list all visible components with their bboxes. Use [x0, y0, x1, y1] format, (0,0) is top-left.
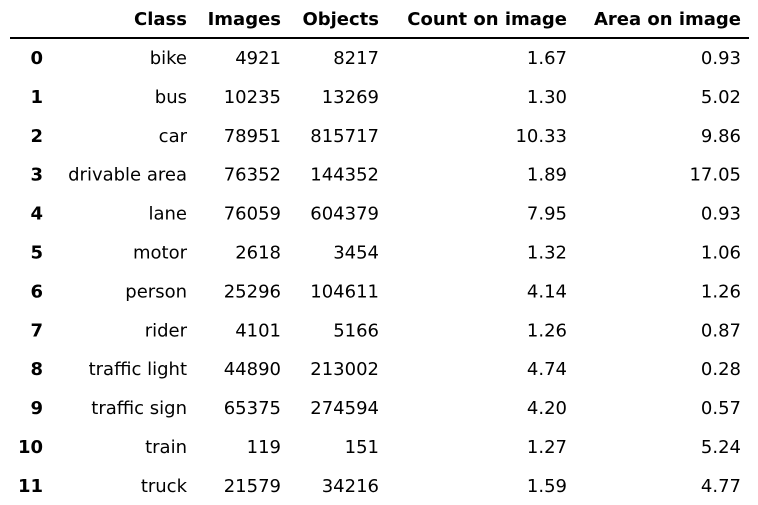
table-row: 1 bus 10235 13269 1.30 5.02 — [30, 87, 741, 108]
table-cell: bus — [155, 87, 187, 108]
table-row: 4 lane 76059 604379 7.95 0.93 — [30, 204, 741, 225]
table-cell: car — [159, 126, 188, 147]
table-row: 2 car 78951 815717 10.33 9.86 — [30, 126, 741, 147]
table-cell: 5.24 — [701, 437, 741, 458]
row-index: 1 — [30, 87, 43, 108]
table-cell: 0.93 — [701, 204, 741, 225]
table-cell: 4101 — [235, 320, 281, 341]
table-cell: 104611 — [310, 281, 379, 302]
table-row: 8 traffic light 44890 213002 4.74 0.28 — [30, 359, 741, 380]
table-cell: 7.95 — [527, 204, 567, 225]
row-index: 5 — [30, 243, 43, 264]
table-cell: 1.89 — [527, 165, 567, 186]
table-cell: truck — [141, 476, 188, 497]
table-cell: 119 — [247, 437, 281, 458]
table-cell: 25296 — [224, 281, 281, 302]
table-cell: 76352 — [224, 165, 281, 186]
table-cell: 4.77 — [701, 476, 741, 497]
table-cell: 2618 — [235, 243, 281, 264]
table-cell: 3454 — [333, 243, 379, 264]
row-index: 7 — [30, 320, 43, 341]
table-row: 5 motor 2618 3454 1.32 1.06 — [30, 243, 741, 264]
table-cell: 604379 — [310, 204, 379, 225]
table-row: 9 traffic sign 65375 274594 4.20 0.57 — [30, 398, 741, 419]
table-cell: rider — [145, 320, 188, 341]
table-cell: 8217 — [333, 48, 379, 69]
table-cell: 13269 — [322, 87, 379, 108]
table-cell: 1.26 — [527, 320, 567, 341]
row-index: 2 — [30, 126, 43, 147]
table-cell: 78951 — [224, 126, 281, 147]
table-cell: traffic sign — [91, 398, 187, 419]
table-cell: 5.02 — [701, 87, 741, 108]
table-cell: 274594 — [310, 398, 379, 419]
table-cell: person — [125, 281, 187, 302]
table-cell: train — [145, 437, 187, 458]
row-index: 9 — [30, 398, 43, 419]
column-header: Count on image — [407, 9, 567, 30]
table-cell: 0.87 — [701, 320, 741, 341]
table-cell: 65375 — [224, 398, 281, 419]
row-index: 6 — [30, 281, 43, 302]
column-header: Area on image — [594, 9, 741, 30]
table-cell: drivable area — [68, 165, 187, 186]
table-cell: 144352 — [310, 165, 379, 186]
table-cell: lane — [148, 204, 187, 225]
table-cell: 1.26 — [701, 281, 741, 302]
row-index: 0 — [30, 48, 43, 69]
column-header: Objects — [302, 9, 379, 30]
table-cell: 1.59 — [527, 476, 567, 497]
table-body: 0 bike 4921 8217 1.67 0.931 bus 10235 13269 1.30 5… — [18, 48, 741, 497]
table-cell: 34216 — [322, 476, 379, 497]
table-row: 6 person 25296 104611 4.14 1.26 — [30, 281, 741, 302]
row-index: 4 — [30, 204, 43, 225]
table-cell: 815717 — [310, 126, 379, 147]
table-cell: 4.74 — [527, 359, 567, 380]
table-cell: 0.93 — [701, 48, 741, 69]
table-cell: 9.86 — [701, 126, 741, 147]
column-header: Class — [134, 9, 187, 30]
row-index: 10 — [18, 437, 43, 458]
table-row: 3 drivable area 76352 144352 1.89 17.05 — [30, 165, 741, 186]
table-cell: 10.33 — [515, 126, 567, 147]
table-cell: 4.14 — [527, 281, 567, 302]
table-cell: 213002 — [310, 359, 379, 380]
table-cell: 10235 — [224, 87, 281, 108]
row-index: 11 — [18, 476, 43, 497]
table-row: 10 train 119 151 1.27 5.24 — [18, 437, 741, 458]
table-header-row: Class Images Objects Count on image Area on … — [134, 9, 741, 30]
table-cell: 17.05 — [689, 165, 741, 186]
table-cell: 0.57 — [701, 398, 741, 419]
table-cell: 151 — [345, 437, 379, 458]
row-index: 8 — [30, 359, 43, 380]
table-cell: 1.30 — [527, 87, 567, 108]
table-row: 7 rider 4101 5166 1.26 0.87 — [30, 320, 741, 341]
table-row: 11 truck 21579 34216 1.59 4.77 — [18, 476, 741, 497]
table-cell: motor — [133, 243, 188, 264]
column-header: Images — [208, 9, 281, 30]
table-cell: 1.32 — [527, 243, 567, 264]
row-index: 3 — [30, 165, 43, 186]
table-cell: bike — [150, 48, 187, 69]
table-row: 0 bike 4921 8217 1.67 0.93 — [30, 48, 741, 69]
table-cell: 4.20 — [527, 398, 567, 419]
table-cell: 1.67 — [527, 48, 567, 69]
table-cell: 21579 — [224, 476, 281, 497]
table-cell: 4921 — [235, 48, 281, 69]
table-cell: traffic light — [89, 359, 187, 380]
table-cell: 1.06 — [701, 243, 741, 264]
table-cell: 0.28 — [701, 359, 741, 380]
table-cell: 44890 — [224, 359, 281, 380]
table-cell: 76059 — [224, 204, 281, 225]
table-cell: 5166 — [333, 320, 379, 341]
table-cell: 1.27 — [527, 437, 567, 458]
